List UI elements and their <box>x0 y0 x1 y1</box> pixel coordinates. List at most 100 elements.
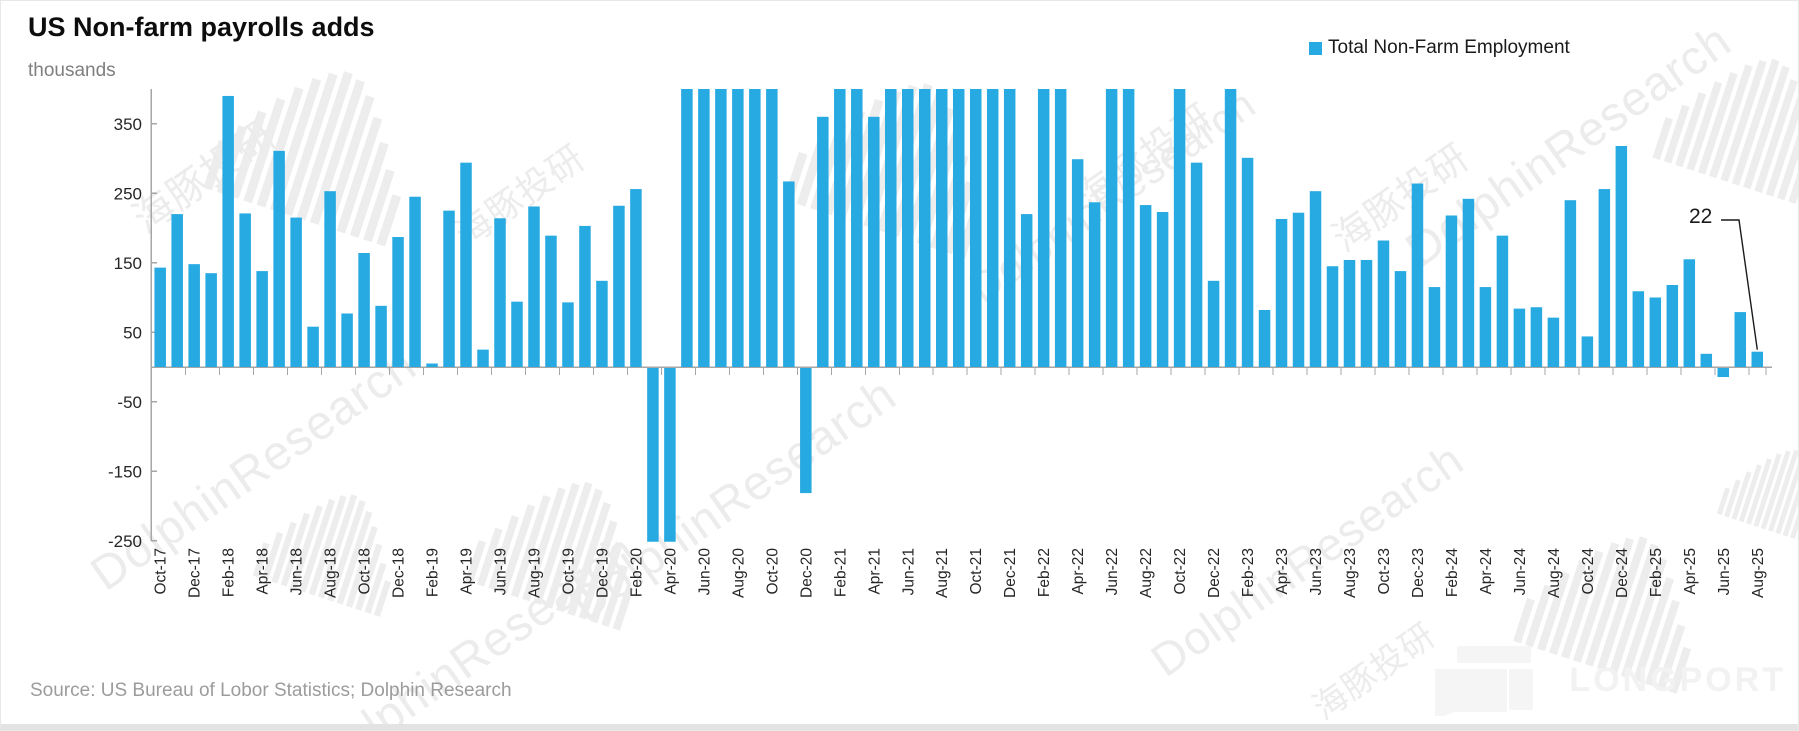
bar-apr-25 <box>1683 259 1696 367</box>
bar-may-18 <box>273 150 285 367</box>
legend: Total Non-Farm Employment <box>1309 37 1570 59</box>
bar-jun-22 <box>1105 89 1118 367</box>
x-axis-tick-label: Feb-20 <box>628 548 645 597</box>
bar-dec-20 <box>800 368 812 494</box>
x-axis-tick-label: Oct-22 <box>1172 548 1189 595</box>
bar-apr-23 <box>1275 218 1288 367</box>
bar-aug-22 <box>1139 205 1152 367</box>
bar-apr-24 <box>1479 287 1492 367</box>
bar-jul-25 <box>1734 312 1747 367</box>
bar-mar-21 <box>851 89 863 367</box>
x-axis-tick-label: Aug-22 <box>1138 548 1155 598</box>
x-axis-tick-label: Apr-23 <box>1274 548 1291 595</box>
x-axis-tick-label: Jun-20 <box>696 548 713 596</box>
bar-nov-22 <box>1190 162 1203 367</box>
x-axis-tick-label: Dec-20 <box>798 548 815 598</box>
x-axis-tick-label: Dec-22 <box>1206 548 1223 598</box>
x-axis-tick-label: Feb-24 <box>1444 548 1461 597</box>
bar-sep-23 <box>1360 259 1373 367</box>
bar-apr-22 <box>1071 159 1084 367</box>
bar-may-19 <box>477 349 489 368</box>
y-axis-tick-label: -250 <box>108 532 142 551</box>
bar-sep-18 <box>341 313 353 367</box>
x-axis-tick-label: Jun-23 <box>1308 548 1325 595</box>
bar-sep-22 <box>1156 212 1169 367</box>
x-axis-tick-label: Oct-21 <box>968 548 985 595</box>
bar-feb-21 <box>834 89 846 367</box>
bar-oct-21 <box>969 89 982 367</box>
bar-sep-21 <box>952 89 965 367</box>
bar-jul-21 <box>919 89 931 367</box>
x-axis-tick-label: Aug-25 <box>1750 548 1767 598</box>
x-axis-tick-label: Jun-19 <box>493 548 510 595</box>
bar-aug-19 <box>528 206 540 367</box>
bar-nov-18 <box>375 305 387 367</box>
bar-may-22 <box>1088 202 1101 367</box>
bar-mar-20 <box>647 368 659 542</box>
x-axis-tick-label: Jun-24 <box>1512 548 1529 596</box>
bar-mar-19 <box>443 210 455 368</box>
bar-mar-25 <box>1666 284 1679 367</box>
x-axis-tick-label: Oct-18 <box>357 548 374 595</box>
bar-jan-19 <box>409 196 421 367</box>
bar-jan-18 <box>205 273 217 367</box>
y-axis-tick-label: 150 <box>114 254 142 273</box>
bar-jan-23 <box>1224 89 1237 367</box>
bar-jul-23 <box>1326 266 1339 367</box>
bar-dec-21 <box>1003 89 1016 367</box>
x-axis-tick-label: Feb-19 <box>425 548 442 597</box>
bar-may-20 <box>681 89 693 367</box>
bar-mar-22 <box>1054 89 1067 367</box>
x-axis-tick-label: Apr-20 <box>662 548 679 595</box>
bar-jun-18 <box>290 217 302 367</box>
bar-feb-22 <box>1037 89 1050 367</box>
x-axis-tick-label: Jun-25 <box>1716 548 1733 595</box>
bar-aug-25 <box>1751 351 1764 367</box>
bar-jun-24 <box>1513 308 1526 367</box>
bar-jul-19 <box>511 301 523 367</box>
bar-aug-18 <box>324 191 336 367</box>
bar-dec-18 <box>392 237 404 367</box>
longport-wordmark: LONGPORT <box>1569 660 1786 699</box>
bar-dec-23 <box>1411 183 1424 367</box>
x-axis-tick-label: Dec-24 <box>1614 548 1631 598</box>
bar-jul-24 <box>1530 307 1543 367</box>
bar-feb-18 <box>222 95 234 367</box>
bar-apr-20 <box>664 368 676 542</box>
bar-may-21 <box>885 89 897 367</box>
bar-aug-24 <box>1547 317 1560 367</box>
bar-oct-19 <box>562 302 574 367</box>
x-axis-tick-label: Dec-19 <box>594 548 611 598</box>
bar-aug-20 <box>732 89 744 367</box>
bar-jan-25 <box>1632 291 1645 367</box>
x-axis-tick-label: Aug-18 <box>323 548 340 598</box>
bar-jan-21 <box>817 116 829 367</box>
x-axis-tick-label: Aug-21 <box>934 548 951 598</box>
bar-mar-24 <box>1462 198 1475 367</box>
bar-oct-17 <box>154 267 166 367</box>
x-axis-tick-label: Jun-18 <box>289 548 306 595</box>
chart-title: US Non-farm payrolls adds <box>28 12 375 42</box>
x-axis-tick-label: Aug-20 <box>730 548 747 598</box>
bar-sep-24 <box>1564 200 1577 367</box>
bar-may-24 <box>1496 235 1509 367</box>
x-axis-tick-label: Aug-19 <box>527 548 544 598</box>
x-axis-tick-label: Oct-24 <box>1580 548 1597 595</box>
x-axis-tick-label: Aug-23 <box>1342 548 1359 598</box>
y-axis-tick-label: 50 <box>123 323 142 342</box>
x-axis-tick-label: Feb-23 <box>1240 548 1257 597</box>
annotation-line <box>1721 219 1758 350</box>
x-axis-tick-label: Jun-22 <box>1104 548 1121 595</box>
x-axis-tick-label: Dec-23 <box>1410 548 1427 598</box>
x-axis-tick-label: Oct-23 <box>1376 548 1393 595</box>
bar-nov-21 <box>986 89 999 367</box>
bar-aug-21 <box>935 89 948 367</box>
bottom-strip <box>1 724 1798 730</box>
bar-oct-18 <box>358 253 370 367</box>
bar-feb-20 <box>630 189 642 367</box>
bar-mar-18 <box>239 213 251 367</box>
x-axis-tick-label: Apr-22 <box>1070 548 1087 595</box>
bar-jan-20 <box>613 205 625 367</box>
bar-oct-22 <box>1173 89 1186 367</box>
